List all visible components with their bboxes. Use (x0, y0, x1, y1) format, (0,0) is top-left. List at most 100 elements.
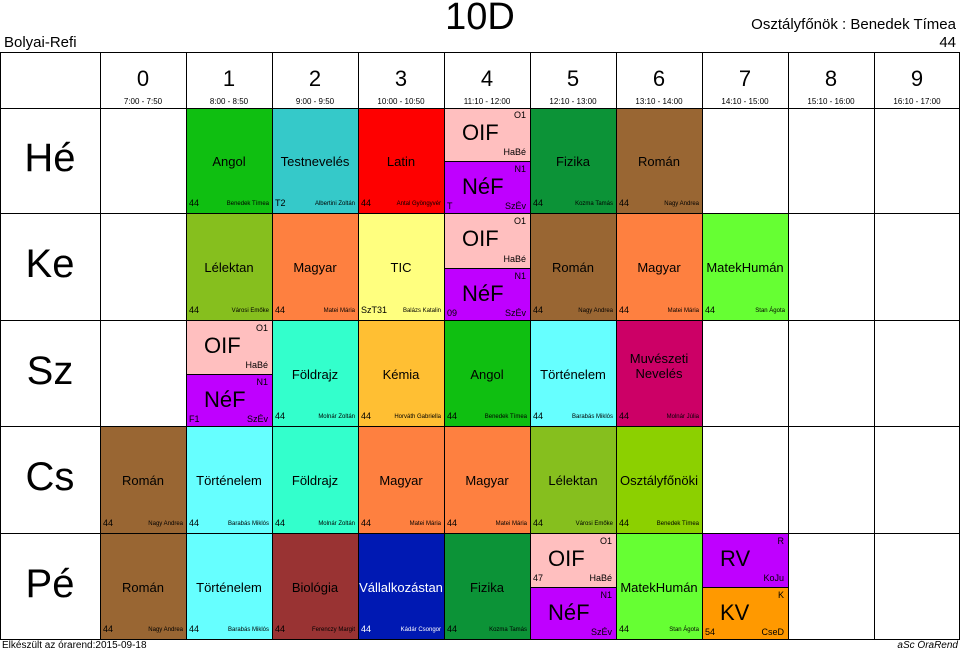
lesson-room: 44 (189, 623, 200, 634)
lesson-cell[interactable]: Muvészeti Nevelés 44 Molnár Júlia (616, 320, 702, 428)
lesson-teacher: Benedek Tímea (656, 520, 699, 527)
lesson-room: 44 (447, 411, 458, 422)
period-number: 0 (136, 66, 150, 91)
lesson-subject: Angol (212, 154, 246, 169)
group-teacher: SzÉv (590, 626, 612, 637)
lesson-cell[interactable]: Biológia 44 Ferenczy Margit (272, 533, 358, 640)
split-lesson-cell[interactable]: OIF O1 HaBé 47 NéF N1 SzÉv (530, 533, 616, 640)
lesson-subject: Román (638, 154, 680, 169)
period-number: 6 (652, 66, 666, 91)
lesson-cell[interactable]: Magyar 44 Matei Mária (444, 427, 530, 534)
grid-line (0, 532, 960, 534)
period-number: 1 (222, 66, 236, 91)
lesson-room: 44 (533, 517, 544, 528)
group-bottom[interactable]: NéF N1 SzÉv T (444, 161, 530, 215)
lesson-teacher: Balázs Katalin (402, 307, 441, 314)
lesson-subject: Történelem (540, 366, 606, 382)
lesson-teacher: Nagy Andrea (664, 201, 699, 208)
lesson-teacher: Benedek Tímea (484, 414, 527, 421)
class-room: 44 (939, 34, 956, 51)
group-teacher: HaBé (503, 253, 526, 264)
lesson-cell[interactable]: Lélektan 44 Városi Emőke (530, 427, 616, 534)
split-lesson-cell[interactable]: OIF O1 HaBé NéF N1 SzÉv F1 (186, 320, 272, 428)
period-time: 13:10 - 14:00 (635, 97, 683, 106)
group-bottom[interactable]: NéF N1 SzÉv (530, 586, 616, 640)
lesson-cell[interactable]: TIC SzT31 Balázs Katalin (358, 214, 444, 321)
lesson-teacher: Antal Gyöngyvér (396, 201, 441, 208)
lesson-teacher: Városi Emőke (231, 307, 269, 314)
lesson-cell[interactable]: Angol 44 Benedek Tímea (186, 108, 272, 215)
lesson-subject: Biológia (291, 579, 339, 595)
lesson-cell[interactable]: Földrajz 44 Molnár Zoltán (272, 427, 358, 534)
period-number: 4 (480, 66, 494, 91)
split-lesson-cell[interactable]: OIF O1 HaBé NéF N1 SzÉv T (444, 108, 530, 215)
lesson-cell[interactable]: Román 44 Nagy Andrea (530, 214, 616, 321)
group-top[interactable]: OIF O1 HaBé (186, 320, 272, 374)
lesson-teacher: Stan Ágota (755, 307, 785, 314)
lesson-subject: Vállalkozástan (359, 579, 443, 595)
lesson-cell[interactable]: Vállalkozástan 44 Kádár Csongor (358, 533, 444, 640)
group-bottom[interactable]: KV K CseD 54 (702, 586, 788, 640)
group-room: T (447, 201, 453, 212)
lesson-cell[interactable]: Angol 44 Benedek Tímea (444, 320, 530, 428)
group-subject: OIF (462, 226, 499, 252)
lesson-teacher: Molnár Zoltán (318, 520, 355, 527)
grid-line (186, 52, 187, 640)
lesson-cell[interactable]: MatekHumán 44 Stan Ágota (616, 533, 702, 640)
lesson-room: 44 (275, 623, 286, 634)
split-lesson-cell[interactable]: RV R KoJu KV K CseD 54 (702, 533, 788, 640)
lesson-cell[interactable]: Fizika 44 Kozma Tamás (530, 108, 616, 215)
lesson-cell[interactable]: Földrajz 44 Molnár Zoltán (272, 320, 358, 428)
group-bottom[interactable]: NéF N1 SzÉv F1 (186, 373, 272, 428)
group-name: O1 (513, 216, 526, 227)
period-time: 10:00 - 10:50 (377, 97, 425, 106)
group-subject: KV (720, 599, 750, 625)
lesson-room: 44 (533, 411, 544, 422)
group-bottom[interactable]: NéF N1 SzÉv 09 (444, 267, 530, 321)
lesson-cell[interactable]: Kémia 44 Horváth Gabriella (358, 320, 444, 428)
lesson-cell[interactable]: Fizika 44 Kozma Tamás (444, 533, 530, 640)
group-teacher: CseD (761, 626, 784, 637)
period-time: 12:10 - 13:00 (549, 97, 597, 106)
lesson-cell[interactable]: Magyar 44 Matei Mária (616, 214, 702, 321)
lesson-cell[interactable]: Osztályfőnöki 44 Benedek Tímea (616, 427, 702, 534)
group-subject: NéF (204, 386, 246, 412)
split-lesson-cell[interactable]: OIF O1 HaBé NéF N1 SzÉv 09 (444, 214, 530, 321)
lesson-cell[interactable]: Lélektan 44 Városi Emőke (186, 214, 272, 321)
lesson-cell[interactable]: Magyar 44 Matei Mária (272, 214, 358, 321)
group-top[interactable]: OIF O1 HaBé (444, 214, 530, 268)
group-name: O1 (599, 535, 612, 546)
lesson-cell[interactable]: Történelem 44 Barabás Miklós (530, 320, 616, 428)
group-teacher: HaBé (503, 147, 526, 158)
lesson-cell[interactable]: Román 44 Nagy Andrea (100, 533, 186, 640)
group-top[interactable]: RV R KoJu (702, 533, 788, 587)
group-top[interactable]: OIF O1 HaBé (444, 108, 530, 162)
lesson-teacher: Matei Mária (409, 520, 441, 527)
group-name: N1 (514, 270, 526, 281)
lesson-room: 44 (619, 198, 630, 209)
lesson-cell[interactable]: MatekHumán 44 Stan Ágota (702, 214, 788, 321)
lesson-cell[interactable]: Magyar 44 Matei Mária (358, 427, 444, 534)
lesson-cell[interactable]: Román 44 Nagy Andrea (616, 108, 702, 215)
group-name: N1 (600, 589, 612, 600)
lesson-subject: Magyar (379, 473, 423, 489)
lesson-cell[interactable]: Testnevelés T2 Albertini Zoltán (272, 108, 358, 215)
group-name: O1 (255, 322, 268, 333)
group-subject: OIF (548, 545, 585, 571)
group-top[interactable]: OIF O1 HaBé 47 (530, 533, 616, 587)
lesson-cell[interactable]: Latin 44 Antal Gyöngyvér (358, 108, 444, 215)
lesson-cell[interactable]: Román 44 Nagy Andrea (100, 427, 186, 534)
lesson-subject: Magyar (637, 260, 681, 276)
lesson-subject: Latin (386, 154, 416, 169)
lesson-room: 44 (189, 304, 200, 315)
grid-line (874, 52, 875, 640)
lesson-room: 44 (533, 198, 544, 209)
lesson-cell[interactable]: Történelem 44 Barabás Miklós (186, 427, 272, 534)
lesson-subject: Kémia (382, 366, 420, 382)
lesson-room: 44 (705, 304, 716, 315)
lesson-teacher: Kádár Csongor (400, 626, 441, 633)
lesson-teacher: Albertini Zoltán (314, 201, 355, 208)
lesson-cell[interactable]: Történelem 44 Barabás Miklós (186, 533, 272, 640)
grid-line (0, 108, 960, 109)
lesson-teacher: Matei Mária (323, 307, 355, 314)
